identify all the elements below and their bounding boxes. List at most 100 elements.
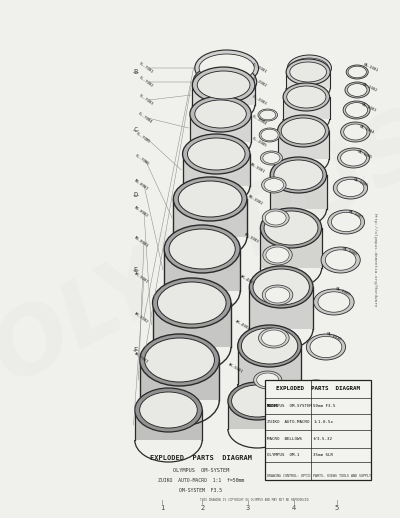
Polygon shape [286, 72, 330, 88]
Ellipse shape [169, 229, 235, 269]
Text: FL-7005: FL-7005 [135, 132, 151, 145]
Ellipse shape [346, 65, 368, 79]
Ellipse shape [341, 122, 370, 142]
Text: GA-1005: GA-1005 [356, 150, 373, 161]
Ellipse shape [344, 124, 367, 140]
Text: B: B [133, 69, 138, 75]
Text: 4: 4 [292, 505, 296, 511]
Text: BK-0001: BK-0001 [133, 352, 149, 364]
Bar [265, 380, 371, 480]
Text: E: E [133, 267, 138, 273]
Ellipse shape [287, 55, 332, 81]
Text: MODEL: MODEL [267, 404, 280, 408]
Ellipse shape [192, 67, 255, 103]
Text: BR-4002: BR-4002 [234, 319, 250, 331]
Text: 2: 2 [200, 505, 204, 511]
Ellipse shape [264, 211, 318, 245]
Ellipse shape [337, 179, 364, 197]
Text: OLYMPUS: OLYMPUS [0, 98, 400, 401]
Polygon shape [164, 249, 240, 291]
Polygon shape [260, 228, 322, 268]
Text: FL-2003: FL-2003 [251, 94, 268, 106]
Text: EXPLODED  PARTS  DIAGRAM: EXPLODED PARTS DIAGRAM [150, 455, 252, 461]
Text: MS-3001: MS-3001 [249, 162, 266, 174]
Ellipse shape [199, 54, 254, 82]
Polygon shape [238, 346, 302, 384]
Ellipse shape [254, 371, 282, 389]
Ellipse shape [310, 336, 342, 357]
Text: C: C [133, 127, 138, 133]
Ellipse shape [164, 225, 240, 273]
Polygon shape [283, 97, 330, 119]
Ellipse shape [188, 138, 245, 170]
Polygon shape [173, 199, 247, 237]
Ellipse shape [140, 392, 197, 428]
Polygon shape [140, 360, 219, 400]
Ellipse shape [346, 103, 368, 118]
Ellipse shape [314, 289, 354, 315]
Ellipse shape [264, 179, 284, 191]
Ellipse shape [341, 150, 366, 166]
Ellipse shape [260, 151, 282, 165]
Text: FL-7006: FL-7006 [134, 154, 150, 166]
Polygon shape [135, 410, 202, 440]
Ellipse shape [190, 96, 251, 132]
Ellipse shape [140, 334, 219, 386]
Text: OLYMPUS  OM-SYSTEM: OLYMPUS OM-SYSTEM [267, 404, 312, 408]
Ellipse shape [274, 160, 323, 190]
Text: MS-8001: MS-8001 [133, 179, 149, 192]
Ellipse shape [197, 68, 252, 96]
Ellipse shape [238, 325, 302, 367]
Text: FL-7003: FL-7003 [138, 94, 154, 106]
Polygon shape [228, 401, 287, 429]
Ellipse shape [262, 209, 289, 227]
Text: ZUIKO  AUTO-MACRO: ZUIKO AUTO-MACRO [267, 420, 310, 424]
Text: GA-1001: GA-1001 [362, 63, 379, 74]
Ellipse shape [260, 208, 322, 248]
Ellipse shape [270, 157, 326, 193]
Ellipse shape [265, 287, 290, 303]
Ellipse shape [343, 101, 370, 119]
Text: FL-2005: FL-2005 [251, 136, 268, 148]
Text: OM-SYSTEM  F3.5: OM-SYSTEM F3.5 [179, 487, 222, 493]
Ellipse shape [318, 292, 350, 312]
Text: BK-5001: BK-5001 [227, 362, 243, 374]
Text: 50mm F3.5: 50mm F3.5 [313, 404, 336, 408]
Text: GA-1004: GA-1004 [358, 125, 375, 135]
Ellipse shape [321, 247, 360, 273]
Text: 5: 5 [335, 505, 339, 511]
Ellipse shape [241, 328, 298, 364]
Text: OLYMPUS  OM-1: OLYMPUS OM-1 [267, 453, 300, 457]
Ellipse shape [259, 128, 280, 142]
Text: GA-1006: GA-1006 [352, 178, 369, 189]
Ellipse shape [260, 110, 276, 120]
Ellipse shape [345, 82, 370, 98]
Ellipse shape [278, 115, 329, 147]
Text: EXPLODED  PARTS  DIAGRAM: EXPLODED PARTS DIAGRAM [276, 386, 360, 392]
Ellipse shape [195, 100, 246, 128]
Polygon shape [192, 85, 255, 105]
Ellipse shape [158, 282, 226, 324]
Ellipse shape [178, 181, 242, 217]
Ellipse shape [281, 118, 325, 144]
Ellipse shape [261, 129, 278, 141]
Ellipse shape [144, 338, 214, 382]
Text: MS-3002: MS-3002 [247, 194, 263, 206]
Text: MS-8002: MS-8002 [133, 206, 149, 219]
Ellipse shape [266, 247, 289, 263]
Text: FL-7004: FL-7004 [137, 111, 152, 124]
Ellipse shape [286, 59, 330, 85]
Text: OLYMPUS  OM-SYSTEM: OLYMPUS OM-SYSTEM [173, 468, 229, 472]
Ellipse shape [262, 285, 293, 305]
Ellipse shape [333, 177, 368, 199]
Ellipse shape [182, 134, 250, 174]
Ellipse shape [258, 109, 278, 121]
Polygon shape [278, 131, 329, 159]
Polygon shape [190, 114, 251, 142]
Ellipse shape [152, 278, 231, 328]
Text: FL-2002: FL-2002 [251, 76, 268, 88]
Ellipse shape [302, 382, 331, 401]
Text: BR-9001: BR-9001 [133, 271, 149, 284]
Ellipse shape [195, 50, 258, 86]
Text: 35mm SLR: 35mm SLR [313, 453, 333, 457]
